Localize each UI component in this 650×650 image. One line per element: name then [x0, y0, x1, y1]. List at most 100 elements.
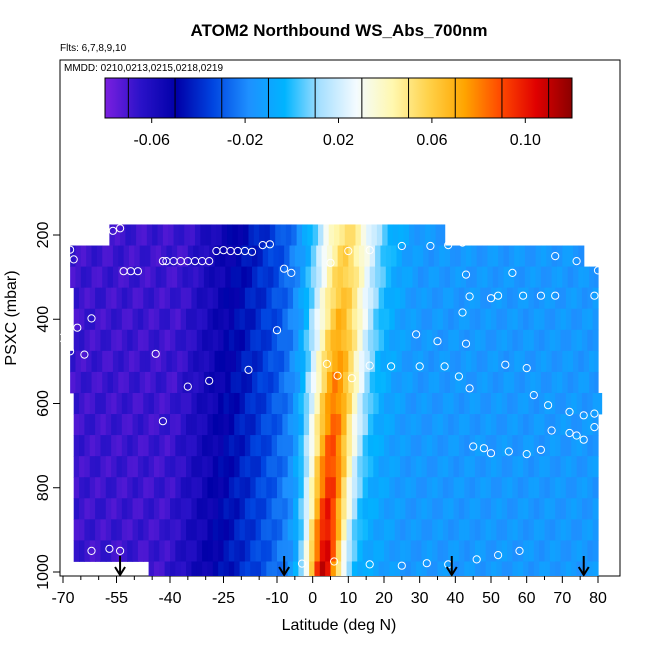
heatmap-cell — [196, 456, 203, 478]
heatmap-cell — [127, 308, 134, 331]
heatmap-cell — [211, 224, 217, 246]
heatmap-cell — [332, 371, 339, 394]
heatmap-cell — [417, 266, 424, 289]
heatmap-cell — [487, 371, 494, 394]
observation-point — [565, 428, 574, 438]
heatmap-cell — [298, 498, 305, 520]
heatmap-cell — [357, 477, 364, 499]
heatmap-cell — [132, 392, 139, 415]
heatmap-cell — [576, 435, 583, 457]
observation-point — [494, 291, 503, 300]
heatmap-cell — [530, 371, 537, 394]
heatmap-cell — [567, 266, 574, 289]
heatmap-cell — [442, 519, 449, 541]
heatmap-cell — [202, 329, 209, 352]
heatmap-cell — [428, 266, 435, 289]
heatmap-cell — [319, 477, 326, 499]
observation-point — [365, 560, 374, 569]
heatmap-cell — [310, 350, 317, 373]
heatmap-cell — [544, 561, 551, 576]
heatmap-cell — [581, 498, 588, 520]
heatmap-cell — [102, 245, 109, 267]
observation-point — [465, 292, 474, 301]
heatmap-cell — [335, 392, 342, 415]
heatmap-cell — [508, 266, 515, 289]
heatmap-cell — [335, 308, 342, 331]
heatmap-cell — [73, 456, 80, 478]
heatmap-cell — [576, 392, 583, 415]
heatmap-cell — [360, 224, 367, 246]
heatmap-cell — [442, 498, 449, 520]
heatmap-cell — [507, 414, 513, 436]
heatmap-cell — [416, 435, 423, 457]
heatmap-cell — [266, 308, 273, 331]
heatmap-cell — [203, 350, 210, 373]
heatmap-cell — [437, 414, 444, 436]
heatmap-cell — [266, 287, 273, 310]
heatmap-cell — [219, 371, 226, 394]
heatmap-cell — [581, 477, 588, 499]
heatmap-cell — [571, 540, 578, 562]
heatmap-cell — [91, 371, 98, 394]
heatmap-cell — [84, 308, 91, 331]
heatmap-cell — [426, 435, 433, 457]
heatmap-cell — [260, 414, 267, 436]
observation-point — [247, 247, 257, 256]
heatmap-cell — [592, 308, 599, 331]
heatmap-cell — [268, 371, 275, 394]
heatmap-cell — [471, 266, 478, 289]
heatmap-cell — [212, 456, 219, 478]
heatmap-cell — [562, 371, 569, 394]
colorbar-labels: -0.06 -0.02 0.02 0.06 0.10 — [133, 118, 541, 149]
heatmap-cell — [539, 287, 546, 310]
dates-note: MMDD: 0210,0213,0215,0218,0219 — [64, 63, 223, 74]
heatmap-cell — [248, 224, 255, 246]
heatmap-cell — [260, 308, 267, 331]
heatmap-cell — [241, 350, 248, 373]
heatmap-cell — [326, 371, 333, 394]
heatmap-cell — [116, 435, 123, 457]
heatmap-cell — [587, 329, 594, 352]
heatmap-cell — [587, 561, 594, 576]
observation-point — [205, 257, 214, 266]
heatmap-cell — [346, 498, 353, 520]
heatmap-cell — [212, 329, 219, 352]
heatmap-cell — [507, 519, 513, 541]
colorbar-dividers — [127, 78, 550, 118]
heatmap-cell — [177, 350, 184, 373]
heatmap-cell — [394, 498, 401, 520]
heatmap-cell — [273, 371, 280, 394]
heatmap-cell — [485, 329, 492, 352]
heatmap-cell — [480, 287, 487, 310]
heatmap-cell — [405, 498, 412, 520]
heatmap-cell — [389, 435, 396, 457]
heatmap-cell — [551, 371, 558, 394]
heatmap-cell — [496, 561, 503, 576]
heatmap-cell — [400, 329, 406, 352]
observation-point — [333, 371, 342, 380]
heatmap-cell — [507, 392, 513, 415]
heatmap-cell — [284, 245, 291, 267]
heatmap-cell — [405, 561, 412, 576]
heatmap-cell — [544, 392, 551, 415]
heatmap-cell — [186, 561, 192, 576]
heatmap-cell — [544, 329, 551, 352]
heatmap-cell — [191, 308, 198, 331]
heatmap-cell — [373, 435, 380, 457]
heatmap-cell — [560, 435, 567, 457]
heatmap-cell — [378, 477, 385, 499]
heatmap-cell — [112, 245, 119, 267]
heatmap-cell — [405, 392, 412, 415]
heatmap-cell — [325, 477, 332, 499]
heatmap-cell — [277, 519, 283, 541]
heatmap-cell — [84, 329, 91, 352]
heatmap-cell — [400, 392, 406, 415]
observation-point — [73, 237, 82, 246]
heatmap-cell — [186, 414, 192, 436]
heatmap-cell — [287, 308, 294, 331]
heatmap-cell — [455, 350, 462, 373]
heatmap-cell — [544, 414, 551, 436]
heatmap-cell — [164, 519, 171, 541]
heatmap-cell — [380, 350, 387, 373]
heatmap-cell — [330, 519, 337, 541]
